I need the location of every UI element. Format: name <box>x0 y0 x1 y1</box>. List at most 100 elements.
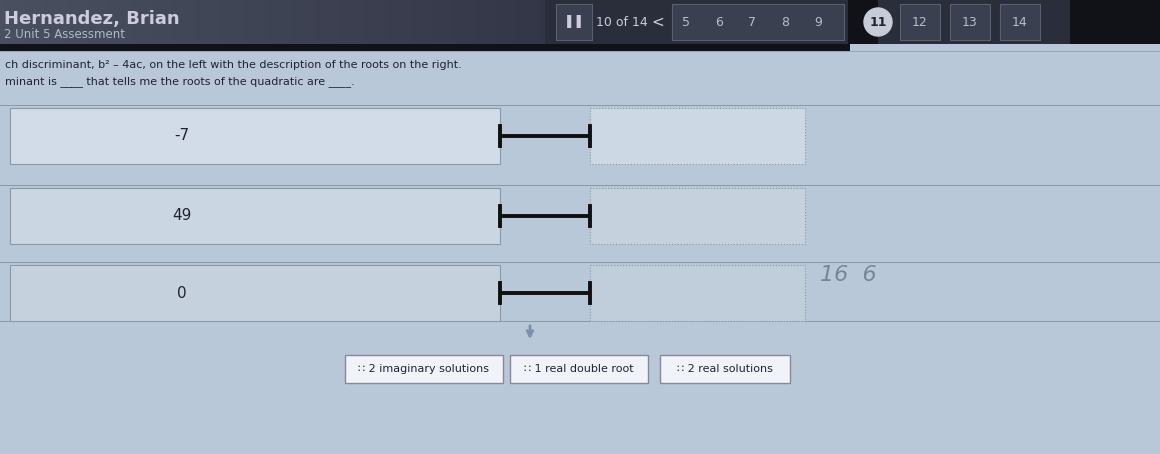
Bar <box>936 0 940 44</box>
Bar <box>260 0 264 44</box>
Bar <box>1041 0 1044 44</box>
Text: 2 Unit 5 Assessment: 2 Unit 5 Assessment <box>3 28 125 41</box>
Bar <box>140 0 144 44</box>
Bar <box>155 0 160 44</box>
Bar <box>984 0 988 44</box>
Bar <box>448 0 452 44</box>
Bar <box>268 0 271 44</box>
Bar <box>541 0 544 44</box>
Bar <box>1070 0 1160 44</box>
Text: <: < <box>652 15 665 30</box>
Bar <box>80 0 84 44</box>
Bar <box>432 0 436 44</box>
Bar <box>503 0 508 44</box>
Bar <box>360 0 364 44</box>
Bar <box>10 108 500 164</box>
Bar <box>809 0 812 44</box>
Bar <box>44 0 48 44</box>
Bar <box>124 0 128 44</box>
Bar <box>148 0 152 44</box>
Bar <box>1036 0 1041 44</box>
Bar <box>461 0 464 44</box>
Bar <box>384 0 387 44</box>
Bar <box>484 0 488 44</box>
Bar <box>336 0 340 44</box>
Bar <box>96 0 100 44</box>
Bar <box>232 0 235 44</box>
Bar <box>467 0 472 44</box>
Bar <box>796 0 800 44</box>
Bar <box>376 0 380 44</box>
Bar <box>224 0 229 44</box>
Bar <box>0 44 850 51</box>
Bar <box>900 0 904 44</box>
Bar <box>956 0 960 44</box>
Bar <box>340 0 345 44</box>
Bar <box>708 0 712 44</box>
Bar <box>660 0 664 44</box>
Bar <box>524 0 528 44</box>
Bar <box>1044 0 1047 44</box>
Bar <box>404 0 408 44</box>
Bar <box>28 0 32 44</box>
Bar <box>436 0 440 44</box>
Bar <box>480 0 484 44</box>
Bar <box>416 0 420 44</box>
Bar <box>264 0 268 44</box>
Bar <box>860 0 864 44</box>
Bar <box>356 0 360 44</box>
Bar <box>744 0 748 44</box>
Bar <box>693 0 696 44</box>
Bar <box>848 0 878 44</box>
Bar <box>10 265 500 321</box>
Bar <box>1024 0 1028 44</box>
Bar <box>851 0 856 44</box>
Bar <box>580 0 583 44</box>
Bar <box>240 0 244 44</box>
Bar <box>220 0 224 44</box>
Bar <box>948 0 952 44</box>
Bar <box>1032 0 1036 44</box>
Bar <box>88 0 92 44</box>
Bar <box>590 188 805 244</box>
Bar <box>172 0 176 44</box>
Bar <box>400 0 404 44</box>
Bar <box>24 0 28 44</box>
Bar <box>1052 0 1056 44</box>
Bar <box>60 0 64 44</box>
Bar <box>912 0 916 44</box>
Text: 12: 12 <box>912 15 928 29</box>
Text: ❚❚: ❚❚ <box>564 15 585 29</box>
Bar <box>577 0 580 44</box>
Bar <box>967 0 972 44</box>
Bar <box>208 0 212 44</box>
Bar <box>792 0 796 44</box>
Bar <box>704 0 708 44</box>
Bar <box>660 355 790 383</box>
Bar <box>1064 0 1068 44</box>
Bar <box>392 0 396 44</box>
Bar <box>8 0 12 44</box>
Bar <box>204 0 208 44</box>
Bar <box>920 0 925 44</box>
Bar <box>412 0 416 44</box>
Bar <box>1005 0 1008 44</box>
Text: 14: 14 <box>1013 15 1028 29</box>
Bar <box>720 0 724 44</box>
Bar <box>952 0 956 44</box>
Bar <box>980 0 984 44</box>
Bar <box>572 0 577 44</box>
Bar <box>616 0 619 44</box>
Bar <box>516 0 520 44</box>
Bar <box>1092 0 1096 44</box>
Bar <box>812 0 815 44</box>
Bar <box>756 0 760 44</box>
Bar <box>235 0 240 44</box>
Bar <box>52 0 56 44</box>
Bar <box>32 0 36 44</box>
Bar <box>608 0 612 44</box>
Bar <box>644 0 648 44</box>
Bar <box>248 0 252 44</box>
Bar <box>657 0 660 44</box>
Bar <box>271 0 276 44</box>
